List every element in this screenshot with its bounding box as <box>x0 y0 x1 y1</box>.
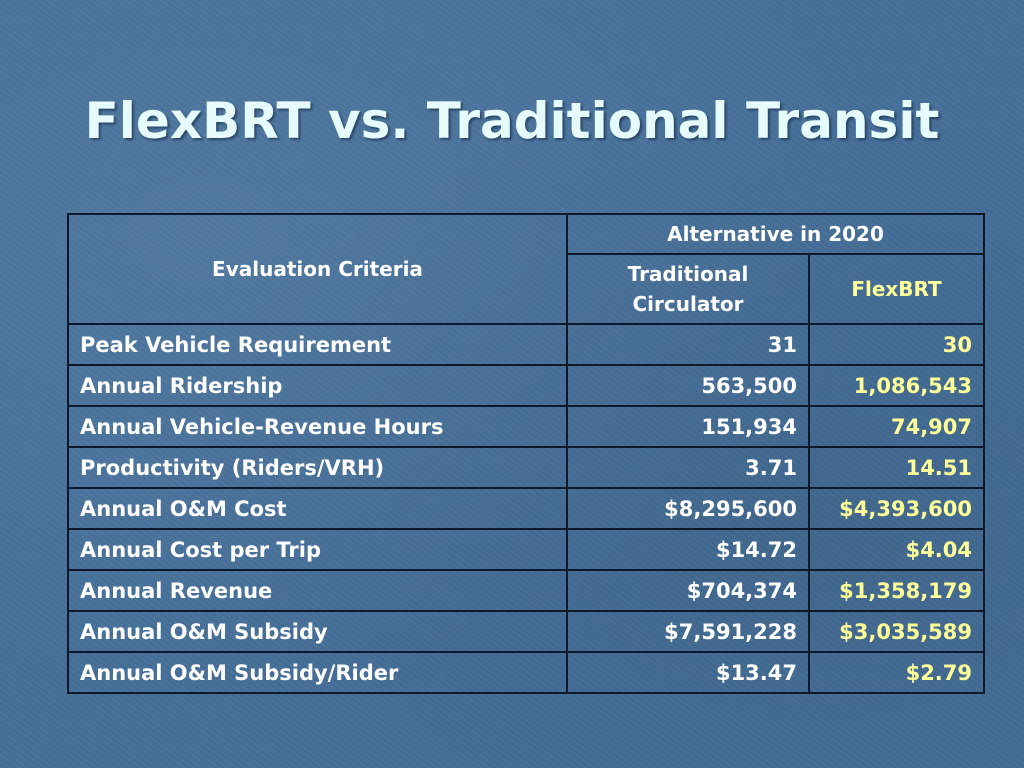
table-row: Annual Cost per Trip $14.72 $4.04 <box>67 528 986 571</box>
table-row: Annual Ridership 563,500 1,086,543 <box>67 364 986 407</box>
criterion-cell: Annual Vehicle-Revenue Hours <box>67 405 568 448</box>
traditional-value-cell: 151,934 <box>566 405 810 448</box>
criterion-cell: Annual O&M Subsidy <box>67 610 568 653</box>
criteria-header: Evaluation Criteria <box>67 213 568 325</box>
criterion-cell: Annual Cost per Trip <box>67 528 568 571</box>
criterion-cell: Annual Revenue <box>67 569 568 612</box>
alternative-group-header: Alternative in 2020 <box>565 213 986 255</box>
traditional-value-cell: $704,374 <box>566 569 810 612</box>
table-row: Annual O&M Cost $8,295,600 $4,393,600 <box>67 487 986 530</box>
table-row: Peak Vehicle Requirement 31 30 <box>67 323 986 366</box>
traditional-value-cell: $13.47 <box>566 651 810 694</box>
table-body: Peak Vehicle Requirement 31 30 Annual Rider… <box>67 323 986 694</box>
flexbrt-value-cell: $2.79 <box>807 651 986 694</box>
traditional-value-cell: 3.71 <box>566 446 810 489</box>
criterion-cell: Productivity (Riders/VRH) <box>67 446 568 489</box>
table-row: Annual Revenue $704,374 $1,358,179 <box>67 569 986 612</box>
traditional-value-cell: 31 <box>566 323 810 366</box>
flexbrt-value-cell: $4,393,600 <box>807 487 986 530</box>
flexbrt-value-cell: $4.04 <box>807 528 986 571</box>
traditional-value-cell: $7,591,228 <box>566 610 810 653</box>
traditional-value-cell: $14.72 <box>566 528 810 571</box>
table-row: Annual O&M Subsidy $7,591,228 $3,035,589 <box>67 610 986 653</box>
criterion-cell: Annual O&M Cost <box>67 487 568 530</box>
criterion-cell: Annual O&M Subsidy/Rider <box>67 651 568 694</box>
traditional-value-cell: 563,500 <box>566 364 810 407</box>
table-row: Annual Vehicle-Revenue Hours 151,934 74,90… <box>67 405 986 448</box>
flexbrt-value-cell: $3,035,589 <box>807 610 986 653</box>
flexbrt-value-cell: 14.51 <box>807 446 986 489</box>
table-row: Productivity (Riders/VRH) 3.71 14.51 <box>67 446 986 489</box>
traditional-column-header: Traditional Circulator <box>566 253 810 325</box>
table-row: Annual O&M Subsidy/Rider $13.47 $2.79 <box>67 651 986 694</box>
flexbrt-value-cell: 74,907 <box>807 405 986 448</box>
flexbrt-value-cell: 30 <box>807 323 986 366</box>
comparison-table: Evaluation Criteria Alternative in 2020 … <box>67 213 986 694</box>
traditional-value-cell: $8,295,600 <box>566 487 810 530</box>
criterion-cell: Annual Ridership <box>67 364 568 407</box>
flexbrt-value-cell: 1,086,543 <box>807 364 986 407</box>
flexbrt-column-header: FlexBRT <box>807 253 986 325</box>
criterion-cell: Peak Vehicle Requirement <box>67 323 568 366</box>
flexbrt-value-cell: $1,358,179 <box>807 569 986 612</box>
slide-title: FlexBRT vs. Traditional Transit <box>84 92 940 150</box>
